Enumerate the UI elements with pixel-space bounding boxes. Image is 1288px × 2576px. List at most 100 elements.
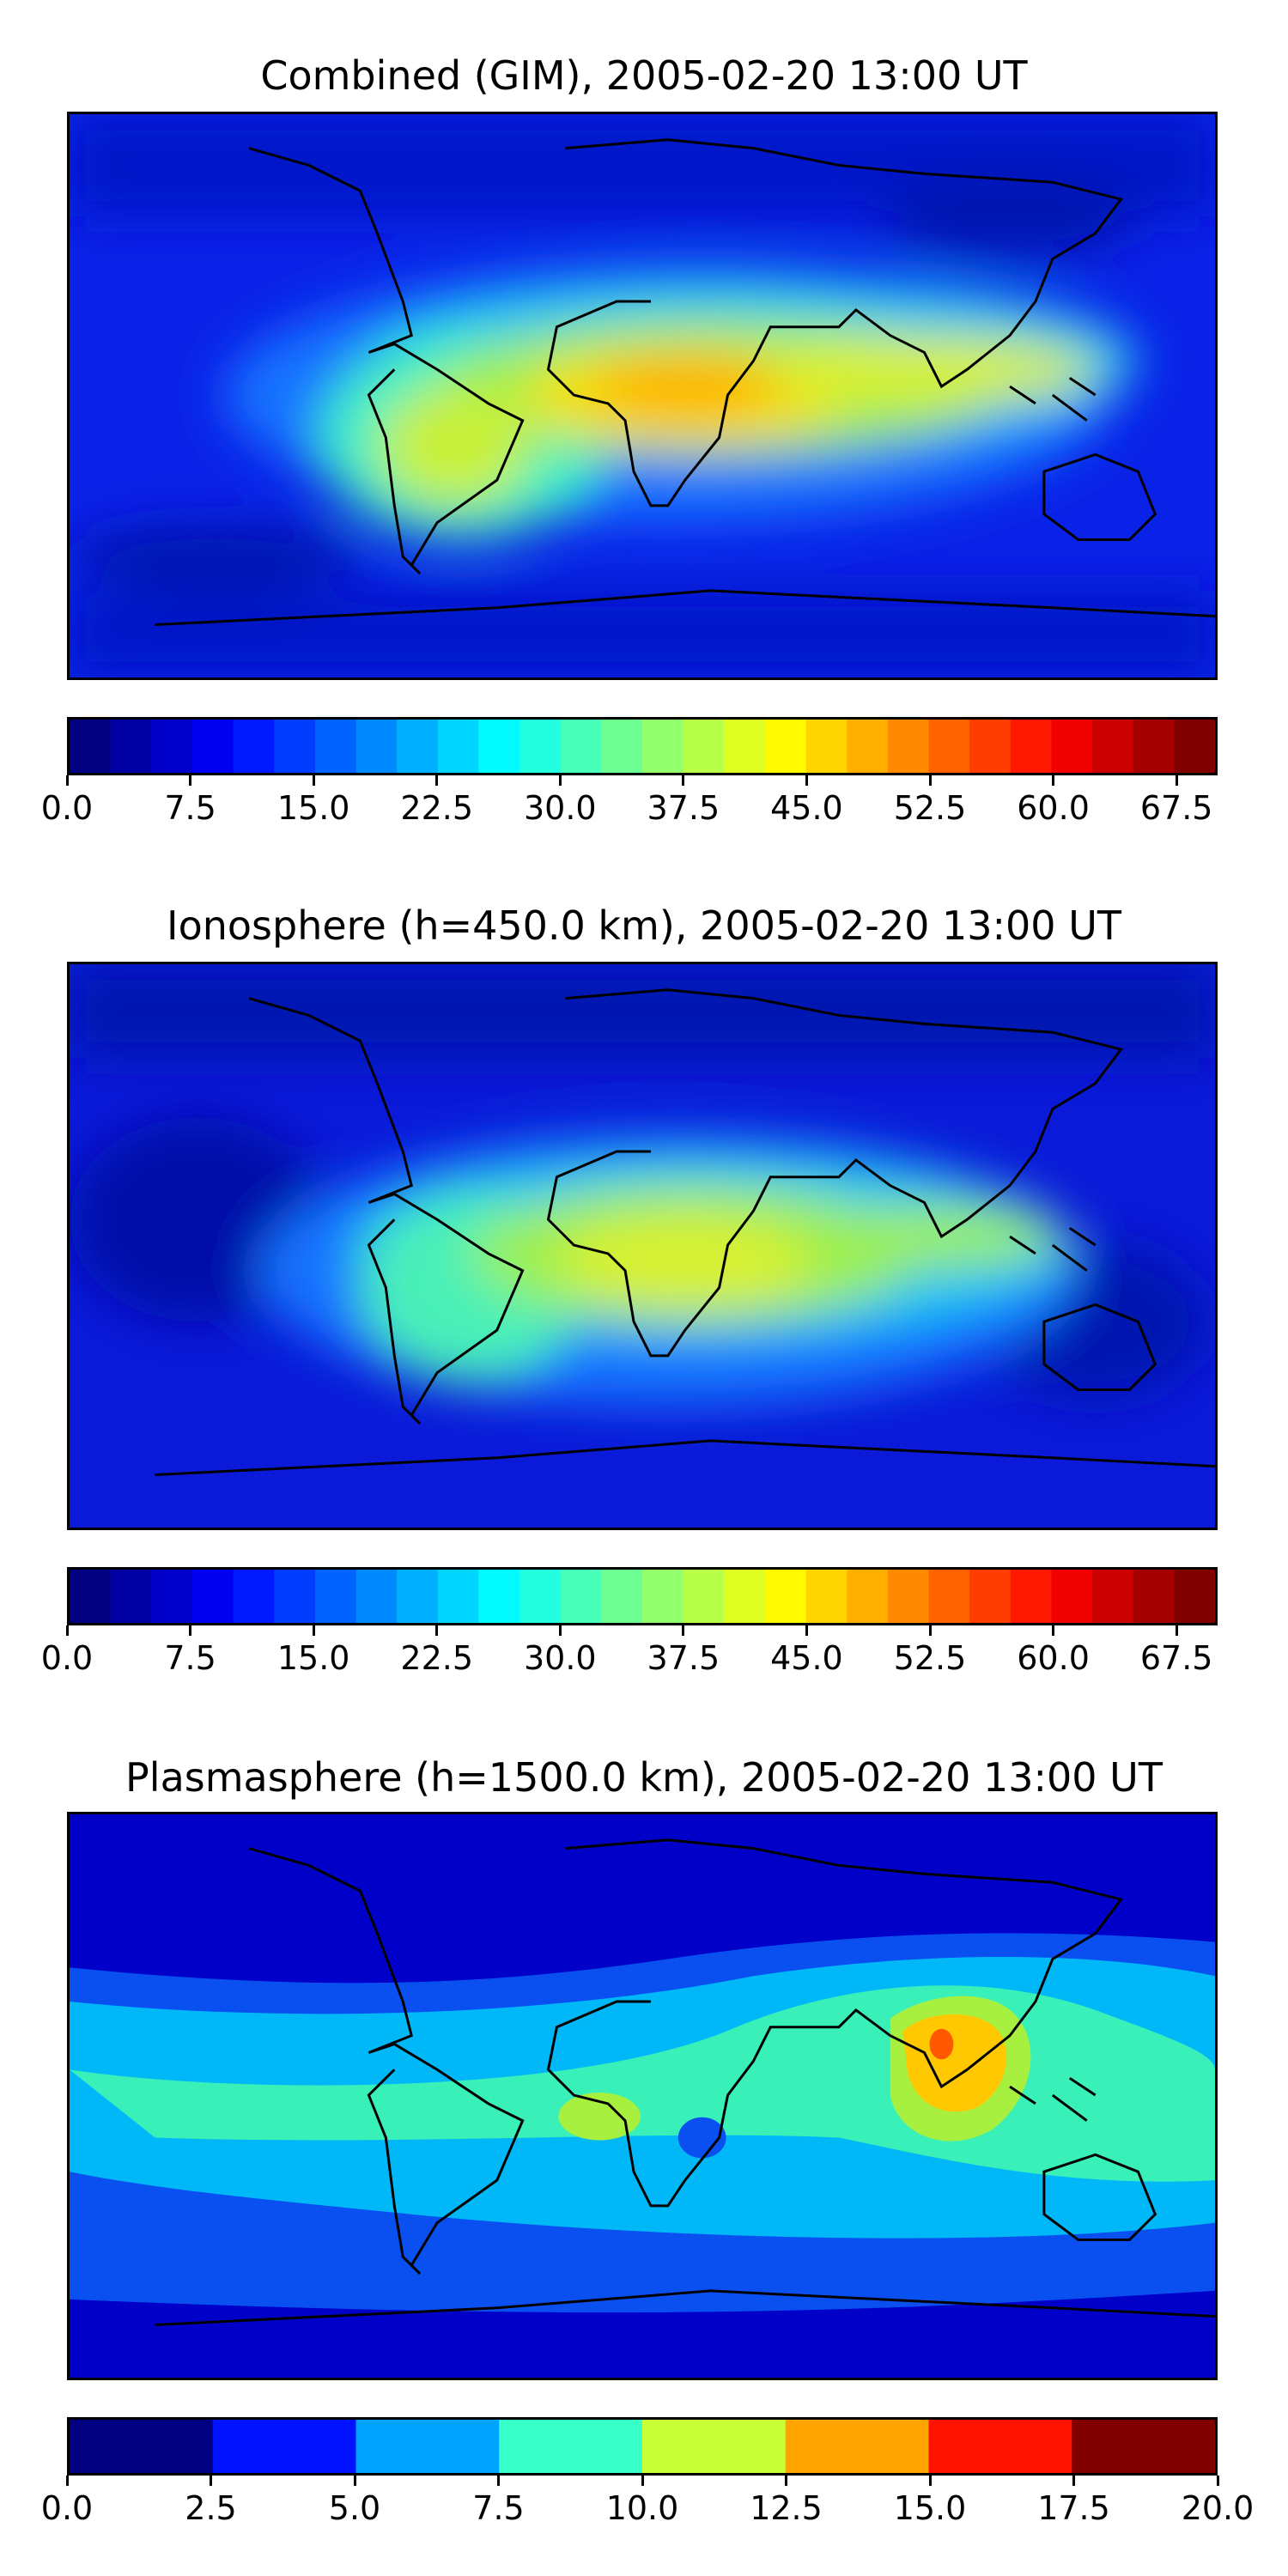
colorbar-tick — [210, 2476, 212, 2486]
panel-3-map — [67, 1812, 1218, 2380]
panel-3-colorbar — [67, 2417, 1218, 2476]
colorbar-level-20 — [887, 720, 930, 773]
colorbar-level-22 — [969, 720, 1012, 773]
colorbar-level-2 — [151, 720, 193, 773]
colorbar-level-8 — [397, 720, 439, 773]
colorbar-level-15 — [683, 1570, 725, 1623]
colorbar-level-2 — [151, 1570, 193, 1623]
colorbar-level-23 — [1010, 720, 1053, 773]
colorbar-tick — [682, 1625, 685, 1636]
colorbar-level-3 — [499, 2420, 643, 2473]
colorbar-tick-label: 17.5 — [1037, 2489, 1110, 2527]
colorbar-level-0 — [70, 2420, 214, 2473]
colorbar-tick-label: 20.0 — [1181, 2489, 1255, 2527]
colorbar-tick-label: 67.5 — [1139, 789, 1213, 827]
colorbar-level-10 — [478, 1570, 520, 1623]
colorbar-tick — [1216, 2476, 1219, 2486]
colorbar-level-22 — [969, 1570, 1012, 1623]
colorbar-tick-label: 7.5 — [472, 2489, 525, 2527]
colorbar-level-12 — [560, 1570, 602, 1623]
colorbar-tick — [312, 1625, 315, 1636]
colorbar-swatches — [70, 2420, 1215, 2473]
colorbar-level-14 — [642, 1570, 684, 1623]
colorbar-tick-label: 15.0 — [276, 789, 350, 827]
colorbar-level-19 — [847, 720, 889, 773]
colorbar-tick-label: 37.5 — [647, 789, 720, 827]
colorbar-level-5 — [274, 1570, 316, 1623]
ionosphere-tec-field — [70, 964, 1215, 1528]
colorbar-level-20 — [887, 1570, 930, 1623]
colorbar-tick — [497, 2476, 500, 2486]
colorbar-tick-label: 7.5 — [164, 789, 216, 827]
colorbar-tick — [435, 1625, 439, 1636]
colorbar-tick-label: 7.5 — [164, 1639, 216, 1677]
colorbar-level-15 — [683, 720, 725, 773]
colorbar-level-1 — [110, 1570, 152, 1623]
colorbar-level-0 — [70, 1570, 112, 1623]
coastlines — [155, 1838, 1215, 2327]
colorbar-level-18 — [805, 1570, 848, 1623]
colorbar-tick-label: 67.5 — [1139, 1639, 1213, 1677]
colorbar-tick — [928, 1625, 932, 1636]
colorbar-level-7 — [355, 1570, 398, 1623]
colorbar-level-3 — [191, 720, 234, 773]
colorbar-tick-label: 22.5 — [400, 1639, 474, 1677]
colorbar-level-26 — [1133, 1570, 1175, 1623]
panel-2-title: Ionosphere (h=450.0 km), 2005-02-20 13:0… — [167, 902, 1121, 949]
colorbar-level-25 — [1092, 1570, 1134, 1623]
panel-3-colorbar-ticks: 0.0 2.5 5.0 7.5 10.0 12.5 15.0 17.5 20.0 — [41, 2476, 1254, 2525]
colorbar-tick-label: 2.5 — [185, 2489, 237, 2527]
colorbar-level-24 — [1051, 720, 1093, 773]
colorbar-level-7 — [355, 720, 398, 773]
colorbar-level-13 — [601, 1570, 643, 1623]
colorbar-tick-label: 60.0 — [1017, 789, 1090, 827]
colorbar-tick-label: 15.0 — [893, 2489, 967, 2527]
panel-3-title: Plasmasphere (h=1500.0 km), 2005-02-20 1… — [125, 1754, 1163, 1801]
colorbar-tick-label: 45.0 — [770, 789, 843, 827]
colorbar-level-6 — [314, 720, 357, 773]
colorbar-level-7 — [1072, 2420, 1215, 2473]
colorbar-level-21 — [928, 720, 970, 773]
colorbar-tick — [682, 775, 685, 786]
colorbar-level-23 — [1010, 1570, 1053, 1623]
panel-2-colorbar-ticks: 0.0 7.5 15.0 22.5 30.0 37.5 45.0 52.5 60.0 67.5 — [41, 1625, 1218, 1675]
colorbar-tick-label: 52.5 — [893, 789, 967, 827]
panel-1-colorbar-ticks: 0.0 7.5 15.0 22.5 30.0 37.5 45.0 52.5 60.0 67.5 — [41, 775, 1218, 825]
colorbar-level-14 — [642, 720, 684, 773]
colorbar-tick — [189, 775, 192, 786]
combined-tec-field — [70, 114, 1215, 677]
colorbar-level-1 — [110, 720, 152, 773]
colorbar-level-1 — [212, 2420, 357, 2473]
colorbar-level-8 — [397, 1570, 439, 1623]
colorbar-tick — [805, 775, 808, 786]
colorbar-tick-label: 37.5 — [647, 1639, 720, 1677]
colorbar-tick-label: 30.0 — [523, 789, 597, 827]
colorbar-tick-label: 60.0 — [1017, 1639, 1090, 1677]
colorbar-level-17 — [764, 1570, 807, 1623]
colorbar-level-4 — [233, 720, 275, 773]
colorbar-level-6 — [928, 2420, 1072, 2473]
colorbar-level-16 — [724, 720, 766, 773]
colorbar-tick — [1052, 1625, 1055, 1636]
colorbar-tick — [785, 2476, 787, 2486]
colorbar-level-16 — [724, 1570, 766, 1623]
colorbar-tick-label: 45.0 — [770, 1639, 843, 1677]
colorbar-tick-label: 52.5 — [893, 1639, 967, 1677]
colorbar-tick-label: 0.0 — [40, 1639, 94, 1677]
colorbar-level-4 — [642, 2420, 787, 2473]
colorbar-level-27 — [1174, 720, 1215, 773]
panel-1-colorbar — [67, 717, 1218, 775]
colorbar-level-19 — [847, 1570, 889, 1623]
colorbar-tick — [65, 1625, 69, 1636]
colorbar-tick — [641, 2476, 644, 2486]
colorbar-tick-label: 30.0 — [523, 1639, 597, 1677]
colorbar-tick — [353, 2476, 356, 2486]
colorbar-tick-label: 22.5 — [400, 789, 474, 827]
colorbar-level-11 — [519, 1570, 562, 1623]
colorbar-tick — [435, 775, 439, 786]
colorbar-tick-label: 12.5 — [750, 2489, 823, 2527]
colorbar-level-26 — [1133, 720, 1175, 773]
colorbar-tick — [65, 775, 69, 786]
panel-1-map — [67, 112, 1218, 680]
colorbar-level-5 — [785, 2420, 930, 2473]
